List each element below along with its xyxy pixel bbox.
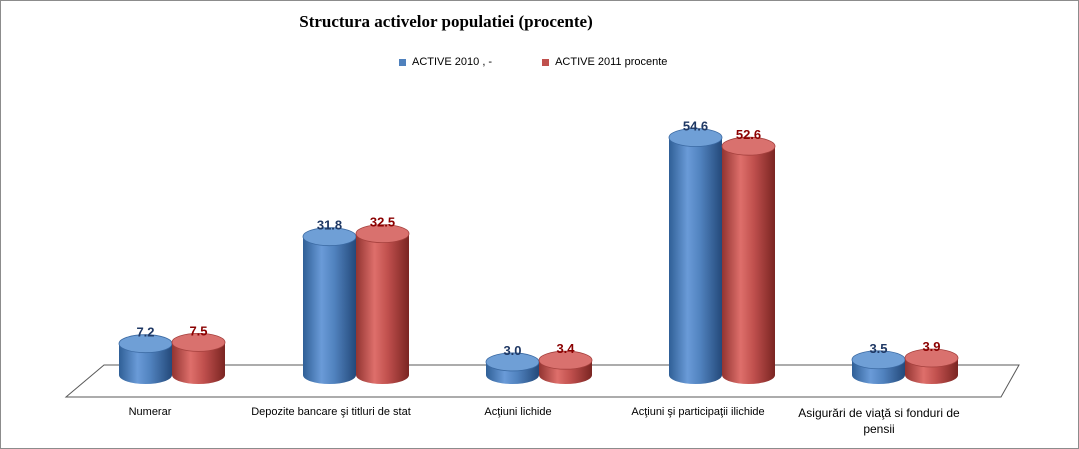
category-label-actiuni-lichide: Acţiuni lichide bbox=[484, 406, 552, 418]
bar-top bbox=[721, 136, 776, 156]
legend-label-2010: ACTIVE 2010 , - bbox=[412, 56, 493, 68]
category-label-asigurari: Asigurări de viaţă si fonduri de pensii bbox=[798, 406, 960, 436]
bar-top bbox=[171, 332, 226, 352]
bar-2011-depozite-bancare-si-titluri-de-stat bbox=[355, 224, 410, 384]
bar-top bbox=[904, 348, 959, 368]
bar-2010-asigurari-de-viata-si-fonduri-de-pensii bbox=[851, 350, 906, 384]
legend-swatch-2011 bbox=[542, 58, 550, 66]
bar-top bbox=[668, 128, 723, 147]
bar-body bbox=[722, 146, 775, 384]
value-label-2010-actiuni-lichide: 3.0 bbox=[503, 343, 521, 358]
bar-2010-depozite-bancare-si-titluri-de-stat bbox=[302, 227, 357, 384]
value-label-2010-numerar: 7.2 bbox=[136, 325, 154, 340]
value-label-2011-asigurari-de-viata-si-fonduri-de-pensii: 3.9 bbox=[922, 339, 940, 354]
bar-body bbox=[356, 233, 409, 384]
value-label-2011-actiuni-si-participatii-ilichide: 52.6 bbox=[736, 127, 761, 142]
value-label-2010-asigurari-de-viata-si-fonduri-de-pensii: 3.5 bbox=[869, 341, 887, 356]
bar-2011-actiuni-si-participatii-ilichide bbox=[721, 136, 776, 384]
bar-top bbox=[355, 224, 410, 244]
legend-item-2011: ACTIVE 2011 procente bbox=[542, 56, 667, 68]
value-label-2011-depozite-bancare-si-titluri-de-stat: 32.5 bbox=[370, 215, 395, 230]
bar-body bbox=[172, 342, 225, 384]
bar-body bbox=[303, 236, 356, 384]
bar-2011-asigurari-de-viata-si-fonduri-de-pensii bbox=[904, 348, 959, 384]
bar-2011-numerar bbox=[171, 332, 226, 384]
legend-label-2011: ACTIVE 2011 procente bbox=[555, 56, 668, 68]
bar-2010-numerar bbox=[118, 334, 173, 384]
category-label-numerar: Numerar bbox=[128, 406, 172, 418]
value-label-2011-numerar: 7.5 bbox=[189, 323, 207, 338]
chart-legend: ACTIVE 2010 , - ACTIVE 2011 procente bbox=[399, 56, 717, 68]
bar-2010-actiuni-lichide bbox=[485, 352, 540, 384]
chart-title: Structura activelor populatiei (procente… bbox=[299, 12, 593, 31]
category-label-actiuni-ilichide: Acţiuni şi participaţii ilichide bbox=[631, 406, 765, 418]
legend-swatch-2010 bbox=[399, 58, 406, 66]
category-label-depozite: Depozite bancare şi titluri de stat bbox=[251, 406, 411, 418]
legend-item-2010: ACTIVE 2010 , - bbox=[399, 56, 492, 68]
bar-2010-actiuni-si-participatii-ilichide bbox=[668, 128, 723, 384]
value-label-2011-actiuni-lichide: 3.4 bbox=[556, 341, 575, 356]
value-label-2010-actiuni-si-participatii-ilichide: 54.6 bbox=[683, 118, 708, 133]
bar-body bbox=[669, 137, 722, 384]
value-label-2010-depozite-bancare-si-titluri-de-stat: 31.8 bbox=[317, 218, 342, 233]
bar-2011-actiuni-lichide bbox=[538, 350, 593, 384]
bar-top bbox=[538, 350, 593, 370]
bar-body bbox=[119, 343, 172, 384]
